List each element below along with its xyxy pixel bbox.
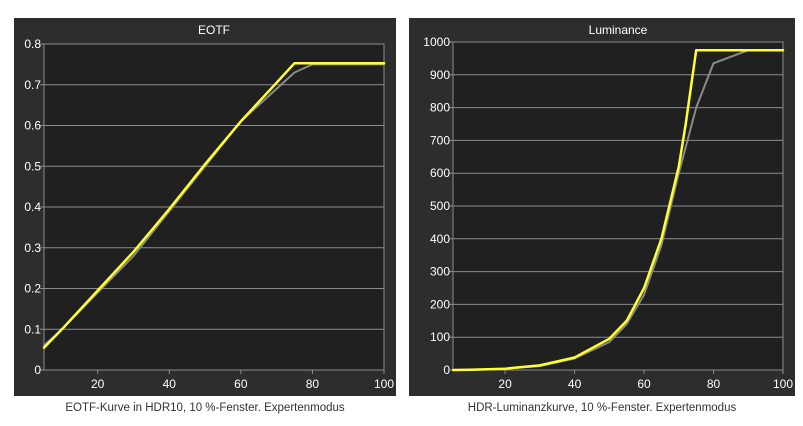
eotf-y-tick-label: 0.5 [24, 159, 41, 173]
eotf-chart: EOTF 0 0.1 0.2 0.3 0.4 0.5 0.6 0.7 0.8 20 40 60 80 100 [24, 23, 394, 391]
luminance-y-tick-label: 300 [430, 265, 450, 279]
eotf-y-tick-label: 0.8 [24, 37, 41, 51]
eotf-x-tick-label: 20 [91, 377, 105, 391]
eotf-x-tick-label: 80 [306, 377, 320, 391]
luminance-y-tick-label: 700 [430, 133, 450, 147]
luminance-y-tick-label: 600 [430, 166, 450, 180]
luminance-chart-panel: Luminance 0 100 200 300 400 500 600 700 800 900 100… [409, 18, 795, 396]
eotf-y-tick-label: 0.1 [24, 322, 41, 336]
luminance-x-tick-label: 40 [568, 377, 582, 391]
luminance-y-tick-label: 900 [430, 68, 450, 82]
luminance-x-tick-label: 100 [773, 377, 793, 391]
eotf-y-tick-label: 0.4 [24, 200, 41, 214]
eotf-measured-line [42, 61, 386, 349]
luminance-chart: Luminance 0 100 200 300 400 500 600 700 800 900 100… [423, 23, 793, 391]
luminance-x-tick-label: 20 [498, 377, 512, 391]
luminance-y-tick-label: 0 [443, 363, 450, 377]
luminance-y-tick-label: 500 [430, 199, 450, 213]
luminance-x-tick-label: 60 [637, 377, 651, 391]
eotf-x-tick-label: 40 [163, 377, 177, 391]
luminance-title: Luminance [589, 23, 648, 37]
luminance-y-tick-label: 100 [430, 330, 450, 344]
eotf-y-tick-label: 0.6 [24, 119, 41, 133]
eotf-x-tick-label: 60 [234, 377, 248, 391]
eotf-title: EOTF [198, 23, 230, 37]
eotf-y-tick-label: 0.3 [24, 241, 41, 255]
eotf-chart-panel: EOTF 0 0.1 0.2 0.3 0.4 0.5 0.6 0.7 0.8 20 40 60 80 100 [14, 18, 396, 396]
eotf-x-tick-label: 100 [374, 377, 394, 391]
luminance-y-tick-label: 400 [430, 232, 450, 246]
eotf-y-tick-label: 0 [34, 363, 41, 377]
luminance-y-tick-label: 200 [430, 297, 450, 311]
eotf-caption: EOTF-Kurve in HDR10, 10 %-Fenster. Exper… [65, 402, 345, 414]
luminance-x-tick-label: 80 [707, 377, 721, 391]
eotf-y-tick-label: 0.2 [24, 282, 41, 296]
luminance-caption: HDR-Luminanzkurve, 10 %-Fenster. Experte… [467, 402, 737, 414]
eotf-y-tick-label: 0.7 [24, 78, 41, 92]
luminance-y-tick-label: 800 [430, 101, 450, 115]
luminance-y-tick-label: 1000 [423, 35, 450, 49]
luminance-measured-line [451, 48, 785, 372]
